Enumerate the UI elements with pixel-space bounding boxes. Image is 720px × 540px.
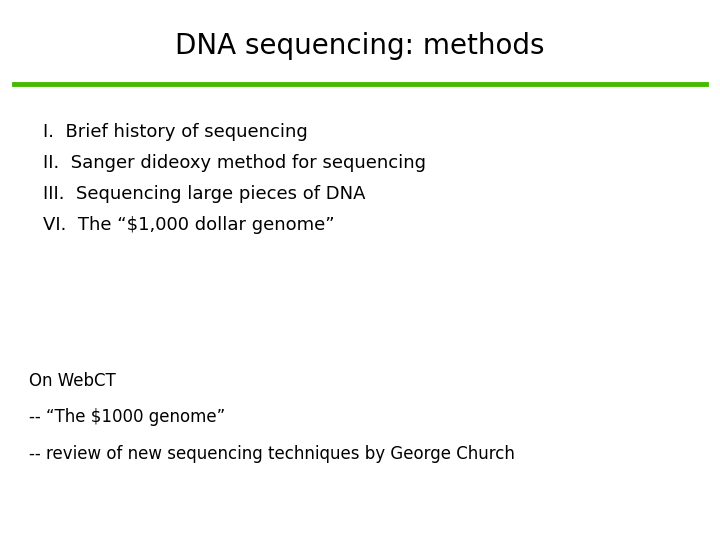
Text: DNA sequencing: methods: DNA sequencing: methods <box>175 32 545 60</box>
Text: I.  Brief history of sequencing: I. Brief history of sequencing <box>43 123 308 141</box>
Text: VI.  The “$1,000 dollar genome”: VI. The “$1,000 dollar genome” <box>43 215 335 234</box>
Text: -- review of new sequencing techniques by George Church: -- review of new sequencing techniques b… <box>29 445 515 463</box>
Text: III.  Sequencing large pieces of DNA: III. Sequencing large pieces of DNA <box>43 185 366 203</box>
Text: II.  Sanger dideoxy method for sequencing: II. Sanger dideoxy method for sequencing <box>43 154 426 172</box>
Text: On WebCT: On WebCT <box>29 372 115 390</box>
Text: -- “The $1000 genome”: -- “The $1000 genome” <box>29 408 225 427</box>
